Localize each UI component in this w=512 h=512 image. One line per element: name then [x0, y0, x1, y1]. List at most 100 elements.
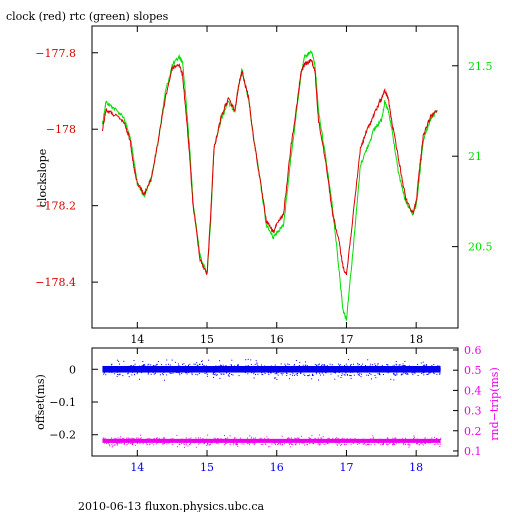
offset-point [276, 373, 278, 375]
rnd-trip-point [381, 439, 383, 441]
rnd-trip-point [318, 439, 320, 441]
rnd-trip-point [153, 444, 155, 446]
rnd-trip-point [253, 443, 255, 445]
offset-point [402, 367, 404, 369]
rnd-trip-point [364, 444, 366, 446]
offset-point [282, 372, 284, 374]
rnd-trip-point [295, 444, 297, 446]
offset-point [105, 366, 107, 368]
offset-point [217, 370, 219, 372]
offset-point [218, 365, 219, 367]
rnd-trip-point [273, 439, 275, 441]
rnd-trip-point [322, 436, 324, 438]
rnd-trip-point [119, 442, 121, 444]
rnd-trip-point [364, 440, 366, 442]
offset-point [371, 378, 372, 380]
rnd-trip-point [318, 434, 320, 436]
rnd-trip-point [137, 437, 139, 439]
offset-point [421, 372, 423, 374]
rnd-trip-point [331, 439, 333, 441]
rnd-trip-point [172, 438, 174, 440]
offset-point [337, 363, 339, 365]
rnd-trip-point [438, 443, 440, 445]
offset-point [280, 363, 282, 365]
rnd-trip-point [229, 435, 231, 437]
offset-point [370, 374, 372, 376]
offset-point [246, 368, 248, 370]
offset-point [252, 366, 254, 368]
offset-point [150, 371, 152, 373]
rnd-trip-point [344, 442, 346, 444]
offset-point [433, 364, 435, 365]
offset-point [189, 368, 191, 370]
rnd-trip-point [426, 441, 428, 443]
rnd-trip-point [191, 439, 193, 441]
offset-point [393, 368, 395, 370]
offset-point [350, 375, 352, 377]
offset-point [341, 370, 343, 371]
rnd-trip-point [218, 438, 219, 440]
rnd-trip-point [200, 440, 201, 442]
offset-point [393, 373, 395, 375]
rnd-trip-point [379, 438, 381, 440]
rnd-trip-point [326, 442, 328, 444]
rnd-trip-point [142, 443, 144, 445]
offset-point [268, 373, 270, 375]
rnd-trip-point [425, 441, 427, 442]
offset-point [403, 367, 404, 369]
offset-point [208, 367, 210, 369]
rnd-trip-point [285, 440, 287, 442]
offset-point [128, 376, 130, 378]
offset-point [144, 365, 146, 367]
rnd-trip-point [186, 440, 188, 442]
rnd-trip-point [178, 439, 180, 441]
rnd-trip-point [146, 443, 148, 445]
offset-point [331, 364, 333, 366]
rnd-trip-point [207, 434, 209, 436]
rnd-trip-point [303, 444, 305, 446]
rnd-trip-point [129, 437, 131, 439]
offset-point [307, 375, 309, 377]
offset-point [357, 372, 359, 374]
rnd-trip-point [113, 438, 115, 440]
offset-point [210, 369, 212, 371]
rnd-trip-point [341, 438, 343, 440]
rnd-trip-point [204, 440, 206, 442]
offset-point [350, 363, 352, 365]
offset-point [284, 363, 286, 365]
rnd-trip-point [422, 441, 424, 443]
rnd-trip-point [309, 442, 311, 444]
bottom-x-tick-label: 16 [270, 461, 284, 474]
offset-point [123, 360, 125, 362]
offset-point [366, 367, 368, 369]
rnd-trip-point [108, 441, 110, 442]
rnd-trip-point [399, 438, 401, 440]
offset-point [270, 372, 272, 374]
offset-point [231, 369, 233, 371]
rnd-trip-point [397, 441, 399, 443]
offset-point [368, 369, 370, 371]
offset-point [319, 370, 321, 371]
offset-point [300, 372, 302, 374]
rnd-trip-point [143, 440, 145, 442]
rnd-trip-point [262, 441, 264, 443]
rnd-trip-point [433, 444, 435, 446]
rnd-trip-point [230, 442, 232, 444]
offset-point [342, 368, 344, 370]
offset-point [131, 365, 133, 367]
rnd-trip-point [181, 443, 183, 445]
offset-point [350, 369, 352, 371]
rnd-trip-point [381, 442, 383, 444]
offset-point [186, 368, 188, 370]
rnd-trip-point [202, 438, 204, 440]
offset-point [227, 367, 229, 369]
offset-point [304, 366, 306, 368]
offset-point [219, 371, 221, 373]
rnd-trip-point [382, 443, 383, 445]
offset-point [396, 370, 397, 372]
offset-point [352, 370, 354, 372]
rnd-trip-point [104, 441, 106, 443]
offset-point [158, 368, 160, 370]
rnd-trip-point [198, 443, 200, 445]
rnd-trip-point [164, 437, 166, 439]
